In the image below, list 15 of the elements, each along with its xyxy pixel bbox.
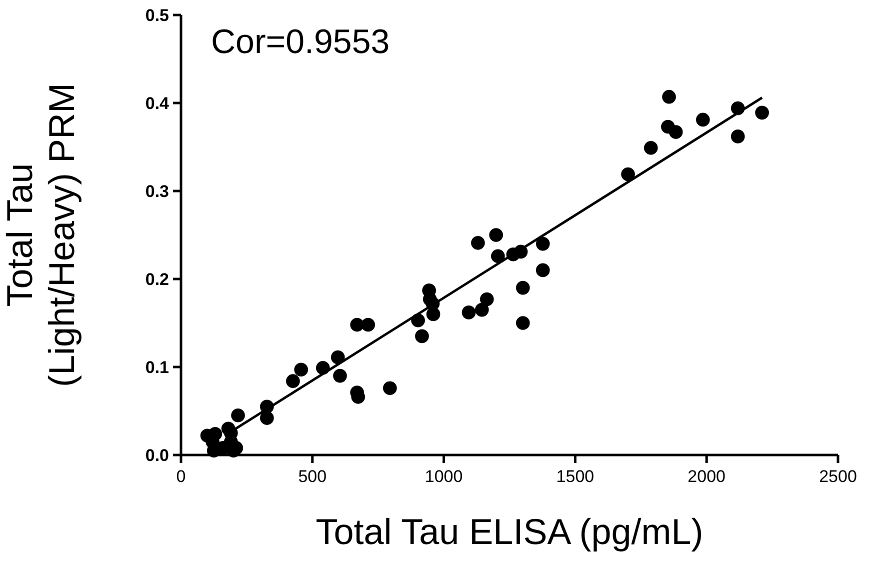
x-tick-label: 2000 <box>688 467 726 486</box>
y-tick-label: 0.0 <box>145 446 169 465</box>
annotation: Cor=0.9553 <box>211 23 390 61</box>
x-tick-label: 1500 <box>556 467 594 486</box>
x-tick-label: 1000 <box>424 467 463 486</box>
y-tick-label: 0.4 <box>145 94 170 113</box>
y-tick-label: 0.5 <box>145 6 169 25</box>
y-tick-label: 0.1 <box>145 358 169 377</box>
y-tick-label: 0.2 <box>145 270 169 289</box>
x-axis-title: Total Tau ELISA (pg/mL) <box>316 511 704 552</box>
x-tick-label: 500 <box>298 467 327 486</box>
x-tick-label: 0 <box>176 467 186 486</box>
y-tick-label: 0.3 <box>145 182 169 201</box>
y-axis-title: Total Tau (Light/Heavy) PRM <box>0 82 82 388</box>
x-tick-label: 2500 <box>819 467 857 486</box>
